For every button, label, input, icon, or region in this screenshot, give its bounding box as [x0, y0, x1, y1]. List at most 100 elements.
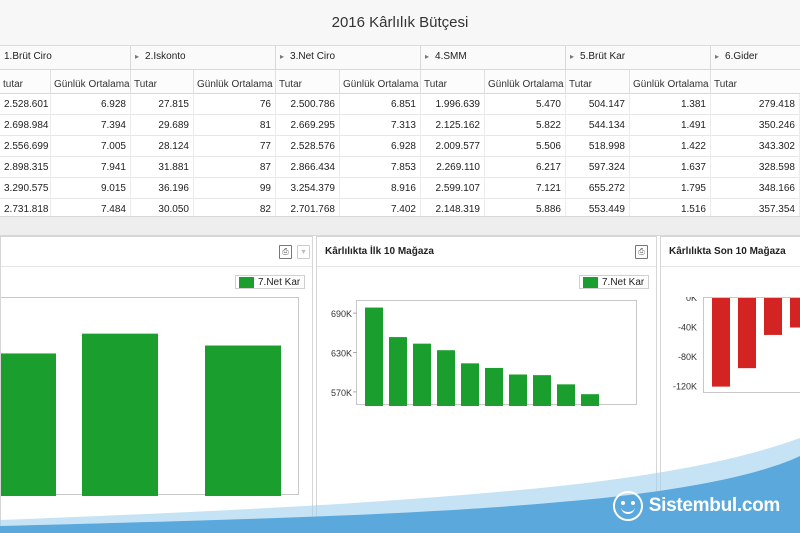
chart-bottom10 — [712, 298, 800, 387]
group-header-brut-ciro[interactable]: 1.Brüt Ciro — [0, 46, 131, 70]
table-cell: 7.005 — [51, 136, 131, 157]
bar-net-kar[interactable] — [205, 345, 281, 496]
chart-plot-area — [356, 300, 637, 409]
table-cell: 36.196 — [131, 178, 194, 199]
table-cell: 29.689 — [131, 115, 194, 136]
table-cell: 77 — [194, 136, 276, 157]
table-cell: 82 — [194, 199, 276, 216]
y-tick-label: 630K — [331, 349, 352, 359]
table-cell: 1.516 — [630, 199, 711, 216]
table-cell: 2.556.699 — [0, 136, 51, 157]
table-cell: 279.418 — [711, 94, 800, 115]
group-header-brut-kar[interactable]: ▸ 5.Brüt Kar — [566, 46, 711, 70]
group-header-gider[interactable]: ▸ 6.Gider — [711, 46, 800, 70]
chart-legend: 7.Net Kar — [579, 275, 650, 289]
column-header[interactable]: Günlük Ortalama — [51, 70, 131, 94]
table-cell: 2.701.768 — [276, 199, 340, 216]
table-cell: 343.302 — [711, 136, 800, 157]
bar-store[interactable] — [413, 343, 431, 406]
bar-store[interactable] — [581, 394, 599, 406]
table-cell: 28.124 — [131, 136, 194, 157]
bar-store[interactable] — [557, 384, 575, 406]
bar-store[interactable] — [509, 374, 527, 407]
export-icon[interactable]: ⎙ — [279, 245, 292, 259]
pivot-grid[interactable]: 1.Brüt Ciro ▸ 2.Iskonto ▸ 3.Net Ciro ▸ 4.SM… — [0, 46, 800, 216]
bar-store[interactable] — [437, 350, 455, 406]
table-cell: 3.254.379 — [276, 178, 340, 199]
table-cell: 2.500.786 — [276, 94, 340, 115]
expand-arrow-icon[interactable]: ▸ — [715, 52, 720, 61]
table-cell: 553.449 — [566, 199, 630, 216]
panel-header: ⎙ ▾ — [1, 237, 312, 267]
table-cell: 350.246 — [711, 115, 800, 136]
export-icon[interactable]: ⎙ — [635, 245, 648, 259]
smiley-logo-icon — [612, 491, 643, 521]
table-cell: 1.996.639 — [421, 94, 485, 115]
chart-net-kar — [0, 333, 281, 496]
panel-title: Kârlılıkta Son 10 Mağaza — [669, 246, 786, 257]
legend-swatch — [583, 277, 598, 288]
table-cell: 2.898.315 — [0, 157, 51, 178]
column-header[interactable]: Tutar — [566, 70, 630, 94]
group-header-smm[interactable]: ▸ 4.SMM — [421, 46, 566, 70]
table-cell: 2.125.162 — [421, 115, 485, 136]
table-cell: 3.290.575 — [0, 178, 51, 199]
bar-net-kar[interactable] — [0, 353, 56, 496]
table-row[interactable]: 2.528.601 6.928 27.815 76 2.500.786 6.851 1.99… — [0, 94, 800, 115]
table-cell: 9.015 — [51, 178, 131, 199]
dashboard-title-bar: 2016 Kârlılık Bütçesi — [0, 0, 800, 46]
table-cell: 5.822 — [485, 115, 566, 136]
splitter[interactable] — [0, 216, 800, 236]
group-header-iskonto[interactable]: ▸ 2.Iskonto — [131, 46, 276, 70]
bar-net-kar[interactable] — [82, 333, 158, 496]
group-header-net-ciro[interactable]: ▸ 3.Net Ciro — [276, 46, 421, 70]
table-cell: 2.866.434 — [276, 157, 340, 178]
panel-header: Kârlılıkta İlk 10 Mağaza ⎙ — [317, 237, 656, 267]
brand-name: Sistembul.com — [648, 495, 781, 516]
table-cell: 1.422 — [630, 136, 711, 157]
table-cell: 7.394 — [51, 115, 131, 136]
expand-arrow-icon[interactable]: ▸ — [570, 52, 575, 61]
column-header[interactable]: Tutar — [131, 70, 194, 94]
bar-store[interactable] — [533, 375, 551, 406]
y-axis: 690K630K570K510K — [331, 309, 357, 398]
table-cell: 348.166 — [711, 178, 800, 199]
group-label: 2.Iskonto — [145, 51, 186, 62]
table-cell: 1.491 — [630, 115, 711, 136]
y-axis: 0K -40K -80K -120K — [673, 297, 697, 392]
bar-store[interactable] — [712, 298, 730, 387]
y-tick-label: -80K — [678, 352, 697, 362]
column-header[interactable]: Tutar — [421, 70, 485, 94]
table-cell: 6.928 — [340, 136, 421, 157]
bar-store[interactable] — [365, 307, 383, 406]
column-header[interactable]: Günlük Ortalama — [630, 70, 711, 94]
table-cell: 1.795 — [630, 178, 711, 199]
table-cell: 5.470 — [485, 94, 566, 115]
column-header[interactable]: Tutar — [714, 79, 737, 90]
bar-store[interactable] — [389, 337, 407, 406]
panel-title: Kârlılıkta İlk 10 Mağaza — [325, 246, 434, 257]
expand-arrow-icon[interactable]: ▸ — [280, 52, 285, 61]
column-header[interactable]: tutar — [0, 70, 51, 94]
bar-store[interactable] — [485, 367, 503, 406]
bar-store[interactable] — [738, 298, 756, 369]
expand-arrow-icon[interactable]: ▸ — [425, 52, 430, 61]
table-row[interactable]: 2.898.315 7.941 31.881 87 2.866.434 7.853 2.26… — [0, 157, 800, 178]
bar-store[interactable] — [461, 363, 479, 406]
legend-label: 7.Net Kar — [602, 277, 645, 288]
column-header[interactable]: Günlük Ortalama — [485, 70, 566, 94]
table-row[interactable]: 2.698.984 7.394 29.689 81 2.669.295 7.313 2.12… — [0, 115, 800, 136]
expand-arrow-icon[interactable]: ▸ — [135, 52, 140, 61]
column-header[interactable]: Tutar — [276, 70, 340, 94]
bar-store[interactable] — [790, 298, 800, 328]
group-header-row: 1.Brüt Ciro ▸ 2.Iskonto ▸ 3.Net Ciro ▸ 4.SM… — [0, 46, 800, 70]
column-header[interactable]: Günlük Ortalama — [194, 70, 276, 94]
column-header[interactable]: Günlük Ortalama — [340, 70, 421, 94]
filter-icon[interactable]: ▾ — [297, 245, 310, 259]
table-row[interactable]: 2.731.818 7.484 30.050 82 2.701.768 7.402 2.14… — [0, 199, 800, 216]
y-tick-label: 690K — [331, 309, 352, 319]
panel-net-kar-overview: ⎙ ▾ 7.Net Kar — [0, 236, 313, 533]
bar-store[interactable] — [764, 298, 782, 335]
table-row[interactable]: 3.290.575 9.015 36.196 99 3.254.379 8.916 2.59… — [0, 178, 800, 199]
table-row[interactable]: 2.556.699 7.005 28.124 77 2.528.576 6.928 2.00… — [0, 136, 800, 157]
